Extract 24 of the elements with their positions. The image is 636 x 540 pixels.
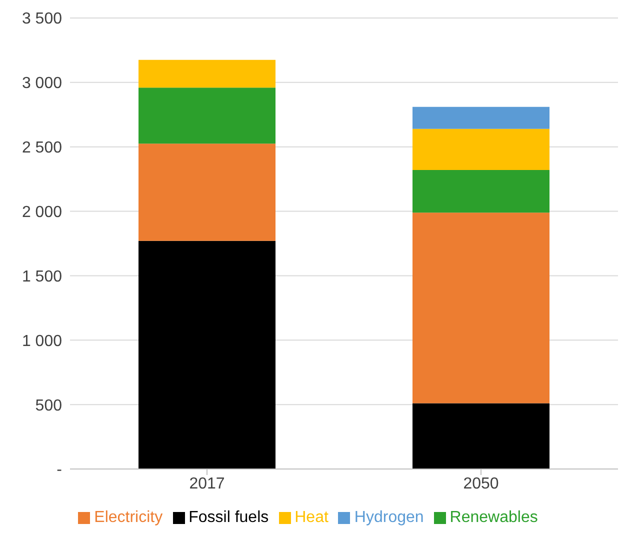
y-tick-label: 500 <box>35 397 62 414</box>
bar <box>412 106 550 129</box>
legend-label: Renewables <box>450 509 538 526</box>
bar <box>138 240 276 469</box>
legend-label: Fossil fuels <box>188 509 269 526</box>
legend-label: Hydrogen <box>354 509 424 526</box>
bar <box>138 60 276 88</box>
x-tick-label: 2050 <box>463 475 499 492</box>
x-tick-label: 2017 <box>189 475 225 492</box>
y-tick-label: 3 500 <box>22 10 62 28</box>
bar <box>138 144 276 241</box>
legend-label: Heat <box>294 509 328 526</box>
bar <box>412 128 550 170</box>
legend-label: Electricity <box>94 509 163 526</box>
bar <box>412 212 550 404</box>
y-tick-label: 2 000 <box>22 204 62 221</box>
y-tick-label: - <box>56 462 62 479</box>
bar <box>412 403 550 469</box>
y-tick-label: 2 500 <box>22 140 62 157</box>
y-tick-label: 1 000 <box>22 332 62 350</box>
y-tick-label: 3 000 <box>22 75 62 92</box>
bar <box>138 88 276 144</box>
y-tick-label: 1 500 <box>22 268 62 286</box>
bar <box>412 170 550 213</box>
